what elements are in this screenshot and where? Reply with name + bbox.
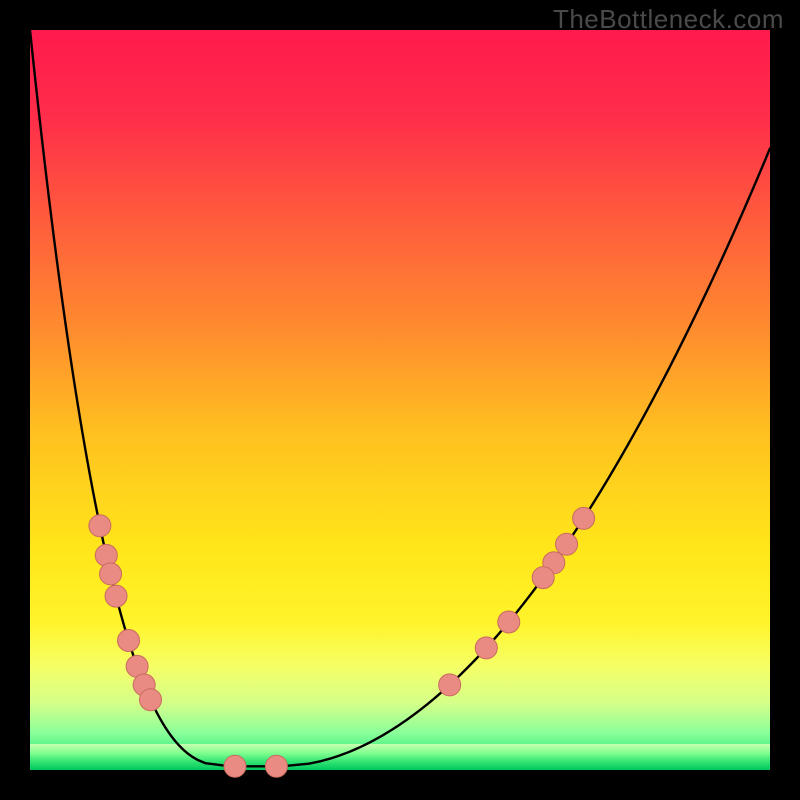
data-marker: [224, 755, 246, 777]
data-marker: [100, 563, 122, 585]
watermark-text: TheBottleneck.com: [553, 4, 784, 35]
data-marker: [532, 567, 554, 589]
data-marker: [498, 611, 520, 633]
data-marker: [118, 630, 140, 652]
chart-stage: TheBottleneck.com: [0, 0, 800, 800]
data-marker: [556, 533, 578, 555]
data-marker: [573, 507, 595, 529]
data-marker: [439, 674, 461, 696]
data-marker: [89, 515, 111, 537]
data-marker: [265, 755, 287, 777]
data-marker: [475, 637, 497, 659]
chart-svg: [0, 0, 800, 800]
data-marker: [140, 689, 162, 711]
data-marker: [105, 585, 127, 607]
